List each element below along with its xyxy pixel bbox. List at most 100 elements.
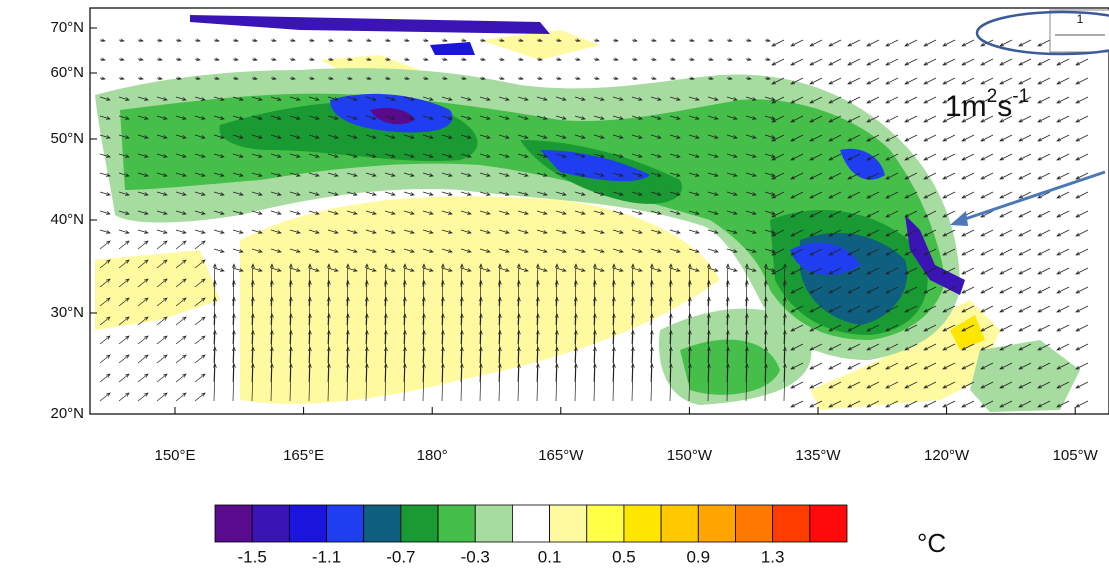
wind-vector bbox=[1037, 191, 1051, 199]
wind-vector bbox=[251, 96, 263, 101]
wind-vector bbox=[441, 76, 448, 81]
wind-vector bbox=[1037, 39, 1051, 47]
wind-vector bbox=[118, 172, 130, 177]
wind-vector bbox=[631, 313, 635, 345]
wind-vector bbox=[232, 96, 244, 101]
wind-vector bbox=[1056, 362, 1070, 370]
wind-vector bbox=[346, 96, 358, 101]
wind-vector bbox=[365, 229, 377, 234]
wind-vector bbox=[942, 400, 956, 408]
wind-vector bbox=[555, 313, 559, 345]
wind-vector bbox=[707, 76, 714, 81]
wind-vector bbox=[99, 172, 111, 177]
wind-vector bbox=[479, 267, 491, 272]
wind-vector bbox=[923, 229, 937, 237]
wind-vector bbox=[175, 297, 187, 307]
wind-vector bbox=[923, 286, 937, 294]
wind-vector bbox=[771, 210, 785, 218]
wind-vector bbox=[764, 57, 771, 62]
wind-vector bbox=[1037, 77, 1051, 85]
lon-label: 135°W bbox=[795, 447, 841, 464]
wind-vector bbox=[764, 153, 776, 158]
colorbar-swatch bbox=[623, 504, 662, 543]
wind-vector bbox=[498, 248, 510, 253]
wind-vector bbox=[745, 210, 757, 215]
wind-vector bbox=[365, 329, 369, 364]
wind-vector bbox=[631, 96, 643, 101]
wind-vector bbox=[764, 313, 768, 345]
wind-vector bbox=[764, 115, 776, 120]
wind-vector bbox=[771, 172, 785, 180]
wind-vector bbox=[308, 329, 312, 364]
wind-vector bbox=[1056, 96, 1070, 104]
wind-vector bbox=[422, 38, 429, 43]
wind-vector bbox=[885, 305, 899, 313]
wind-vector bbox=[251, 191, 263, 196]
wind-vector bbox=[980, 343, 994, 351]
wind-vector bbox=[847, 77, 861, 85]
lon-label: 120°W bbox=[924, 447, 970, 464]
wind-vector bbox=[726, 153, 738, 158]
wind-vector bbox=[175, 335, 187, 345]
wind-vector bbox=[612, 38, 619, 43]
wind-vector bbox=[384, 76, 391, 81]
wind-vector bbox=[441, 153, 453, 158]
wind-vector bbox=[688, 329, 692, 364]
wind-vector bbox=[118, 373, 130, 383]
wind-vector bbox=[612, 172, 624, 177]
wind-vector bbox=[175, 38, 182, 43]
flux-unit-base: 1m bbox=[945, 90, 987, 123]
wind-vector bbox=[1056, 58, 1070, 66]
wind-vector bbox=[669, 134, 681, 139]
wind-vector bbox=[232, 76, 239, 81]
wind-vector bbox=[764, 229, 776, 234]
wind-vector bbox=[365, 267, 377, 272]
wind-vector bbox=[118, 240, 130, 250]
wind-vector bbox=[942, 191, 956, 199]
wind-vector bbox=[726, 191, 738, 196]
wind-vector bbox=[118, 115, 130, 120]
wind-vector bbox=[555, 76, 562, 81]
wind-vector bbox=[771, 39, 785, 47]
wind-vector bbox=[942, 172, 956, 180]
wind-vector bbox=[517, 38, 524, 43]
wind-vector bbox=[536, 76, 543, 81]
wind-vector bbox=[961, 248, 975, 256]
wind-vector bbox=[612, 210, 624, 215]
wind-vector bbox=[403, 153, 415, 158]
wind-vector bbox=[885, 400, 899, 408]
wind-vector bbox=[213, 153, 225, 158]
wind-vector bbox=[923, 324, 937, 332]
wind-vector bbox=[460, 229, 472, 234]
wind-vector bbox=[961, 324, 975, 332]
lon-label: 150°E bbox=[154, 447, 195, 464]
lon-label: 105°W bbox=[1053, 447, 1099, 464]
wind-vector bbox=[384, 115, 396, 120]
wind-vector bbox=[156, 335, 168, 345]
wind-vector bbox=[631, 329, 635, 364]
wind-vector bbox=[175, 115, 187, 120]
wind-vector bbox=[346, 57, 353, 62]
wind-vector bbox=[885, 134, 899, 142]
wind-vector bbox=[847, 400, 861, 408]
wind-vector bbox=[1075, 58, 1089, 66]
wind-vector bbox=[790, 381, 804, 389]
wind-vector bbox=[649, 296, 654, 326]
wind-vector bbox=[1056, 400, 1070, 408]
wind-vector bbox=[460, 191, 472, 196]
wind-vector bbox=[384, 96, 396, 101]
wind-vector bbox=[422, 267, 434, 272]
wind-vector bbox=[574, 313, 578, 345]
wind-vector bbox=[441, 229, 453, 234]
wind-vector bbox=[118, 229, 130, 234]
flux-unit: 1m2s-1 bbox=[945, 86, 1029, 123]
wind-vector bbox=[156, 278, 168, 288]
wind-vector bbox=[384, 313, 388, 345]
wind-vector bbox=[327, 134, 339, 139]
wind-vector bbox=[593, 172, 605, 177]
wind-vector bbox=[536, 96, 548, 101]
wind-vector bbox=[828, 210, 842, 218]
wind-vector bbox=[156, 210, 168, 215]
wind-vector bbox=[942, 153, 956, 161]
wind-vector bbox=[194, 335, 206, 345]
